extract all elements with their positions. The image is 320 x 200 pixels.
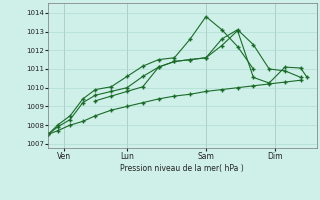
- X-axis label: Pression niveau de la mer( hPa ): Pression niveau de la mer( hPa ): [120, 164, 244, 173]
